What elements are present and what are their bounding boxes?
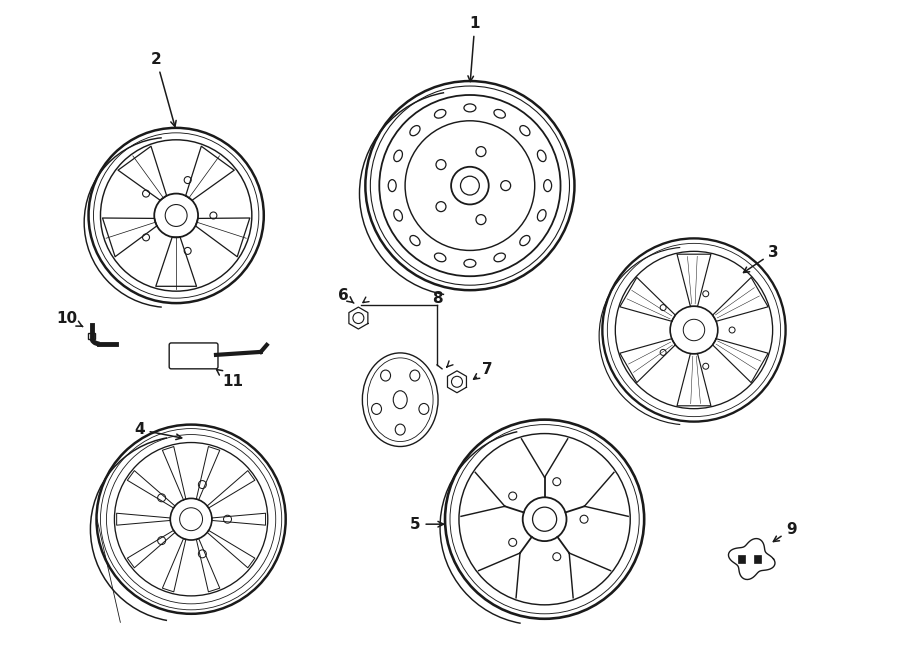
Text: 2: 2 (151, 52, 176, 126)
Text: 4: 4 (134, 422, 182, 440)
Text: 1: 1 (468, 16, 480, 81)
Text: 9: 9 (773, 522, 796, 541)
Text: 10: 10 (56, 311, 83, 327)
Text: 7: 7 (473, 362, 492, 379)
Text: 6: 6 (338, 288, 354, 303)
Bar (738, 555, 745, 563)
Bar (87, 333, 95, 339)
Text: 3: 3 (743, 245, 778, 272)
Text: 5: 5 (410, 517, 444, 531)
Text: 11: 11 (217, 369, 243, 389)
Bar (753, 555, 760, 563)
Text: 8: 8 (432, 291, 443, 305)
